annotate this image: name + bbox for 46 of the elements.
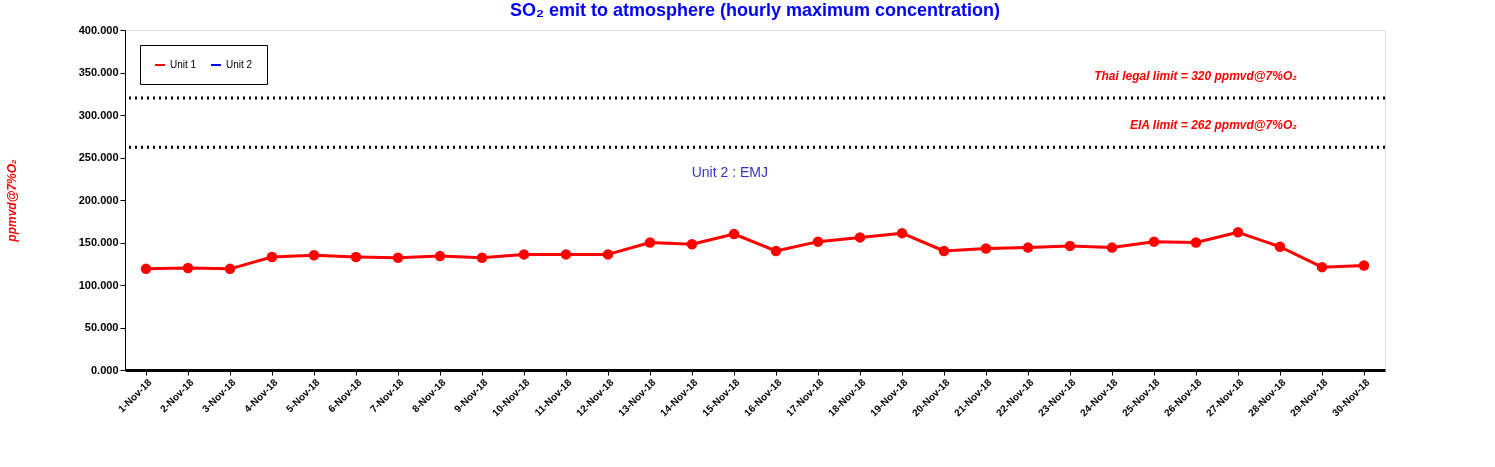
point	[1064, 240, 1076, 252]
point	[518, 249, 530, 260]
y-axis-title: ppmvd@7%O₂	[4, 158, 19, 243]
point	[476, 252, 488, 264]
point	[812, 236, 824, 247]
y-tick-label: 200.000	[78, 193, 119, 206]
point	[1232, 227, 1244, 238]
annotation: Unit 2 : EMJ	[691, 163, 768, 180]
point	[686, 238, 698, 250]
point	[1022, 242, 1034, 253]
point	[644, 237, 656, 248]
legend-label: Unit 2	[226, 59, 253, 70]
ref-line-label: EIA limit = 262 ppmvd@7%O₂	[1129, 118, 1298, 133]
point	[1190, 237, 1202, 248]
chart-title: SO₂ emit to atmosphere (hourly maximum concentration)	[509, 0, 1001, 20]
point	[266, 251, 278, 263]
point	[434, 250, 446, 262]
point	[896, 227, 908, 239]
y-tick-label: 300.000	[78, 108, 119, 121]
legend-label: Unit 1	[170, 59, 197, 70]
point	[1358, 260, 1370, 271]
point	[224, 263, 236, 275]
point	[1274, 241, 1286, 252]
point	[1148, 236, 1160, 247]
y-tick-label: 250.000	[78, 151, 119, 163]
point	[392, 252, 404, 264]
y-tick-label: 150.000	[78, 236, 119, 248]
y-tick-label: 350.000	[78, 66, 119, 78]
point	[938, 245, 950, 257]
y-tick-label: 50.000	[84, 321, 119, 333]
point	[1106, 242, 1118, 253]
point	[308, 250, 320, 261]
y-tick-label: 100.000	[78, 278, 119, 291]
point	[854, 232, 866, 243]
ref-line-label: Thai legal limit = 320 ppmvd@7%O₂	[1094, 69, 1298, 83]
point	[602, 249, 614, 260]
point	[350, 251, 362, 263]
point	[560, 249, 572, 260]
point	[980, 243, 992, 254]
point	[728, 228, 740, 240]
point	[1316, 261, 1328, 273]
y-tick-label: 0.000	[90, 363, 119, 376]
y-tick-label: 400.000	[78, 23, 119, 36]
point	[182, 262, 194, 274]
point	[140, 263, 152, 275]
point	[770, 245, 782, 257]
